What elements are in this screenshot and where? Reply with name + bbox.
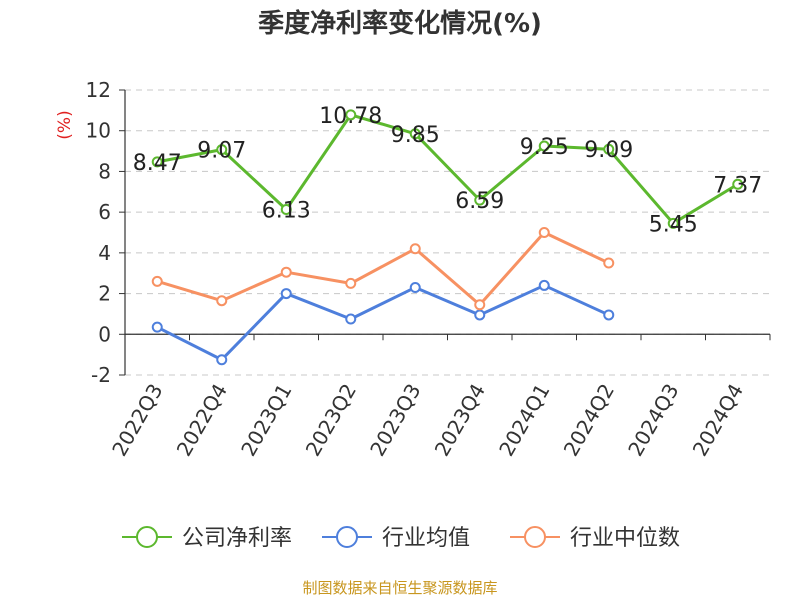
series-1 (151, 109, 744, 229)
data-label: 6.59 (455, 189, 504, 214)
x-tick-label: 2024Q4 (688, 380, 748, 461)
x-tick-label: 2024Q1 (494, 380, 554, 461)
chart-title: 季度净利率变化情况(%) (258, 8, 542, 39)
data-label: 5.45 (649, 212, 698, 237)
data-point (151, 275, 163, 287)
data-label: 7.37 (713, 173, 762, 198)
data-point (538, 140, 550, 152)
data-point (409, 128, 421, 140)
data-point (216, 354, 228, 366)
legend-label: 行业中位数 (570, 526, 680, 551)
y-tick-label: -2 (91, 363, 111, 387)
data-point (280, 266, 292, 278)
y-tick-label: 6 (98, 200, 111, 224)
series-lines (151, 109, 744, 366)
data-point (345, 277, 357, 289)
y-tick-label: 4 (98, 241, 111, 265)
data-point (474, 299, 486, 311)
data-point (538, 227, 550, 238)
data-point (151, 321, 163, 333)
y-tick-label: 0 (98, 322, 111, 346)
data-point (409, 243, 421, 255)
data-point (280, 203, 292, 215)
data-point (151, 156, 163, 168)
data-label: 10.78 (319, 104, 382, 129)
data-point (538, 279, 550, 291)
y-tick-label: 10 (86, 119, 111, 143)
data-point (345, 109, 357, 121)
data-point (345, 313, 357, 325)
legend-label: 行业均值 (382, 526, 470, 551)
series-line (156, 113, 739, 225)
x-tick-label: 2022Q3 (107, 380, 167, 461)
legend-label: 公司净利率 (182, 526, 292, 551)
series-line (156, 231, 610, 307)
y-tick-label: 2 (98, 282, 111, 306)
x-tick-label: 2024Q2 (559, 380, 619, 461)
source-note: 制图数据来自恒生聚源数据库 (302, 579, 497, 597)
x-tick-label: 2023Q2 (301, 380, 361, 461)
y-tick-label: 8 (98, 159, 111, 183)
y-tick-label: 12 (86, 78, 111, 102)
data-label: 9.25 (520, 135, 569, 160)
series-3 (151, 227, 615, 311)
x-tick-label: 2023Q3 (365, 380, 425, 461)
data-label: 8.47 (133, 151, 182, 176)
series-2 (151, 279, 615, 366)
data-label: 6.13 (262, 198, 311, 223)
legend-marker (336, 526, 358, 548)
x-tick-label: 2023Q4 (430, 380, 490, 461)
data-point (280, 288, 292, 300)
data-labels: 8.47 9.07 6.13 10.78 9.85 6.59 9.25 9.09 5.45 7.3… (133, 104, 762, 238)
data-label: 9.85 (391, 123, 440, 148)
data-point (732, 178, 744, 190)
legend: 公司净利率 行业均值 行业中位数 (122, 526, 680, 551)
data-point (409, 281, 421, 293)
legend-item: 行业均值 (322, 526, 470, 551)
legend-item: 公司净利率 (122, 526, 292, 551)
data-point (216, 144, 228, 156)
data-point (667, 217, 679, 229)
data-point (474, 309, 486, 321)
data-point (603, 309, 615, 321)
data-point (603, 143, 615, 155)
data-point (216, 295, 228, 307)
x-tick-label: 2024Q3 (623, 380, 683, 461)
x-tick-label: 2022Q4 (172, 380, 232, 461)
series-line (156, 283, 610, 362)
legend-marker (524, 526, 546, 548)
data-label: 9.09 (584, 138, 633, 163)
data-point (603, 257, 615, 269)
legend-marker (136, 526, 158, 548)
y-axis-unit: (%) (55, 110, 75, 139)
x-tick-label: 2023Q1 (236, 380, 296, 461)
data-point (474, 194, 486, 206)
data-label: 9.07 (197, 139, 246, 164)
legend-item: 行业中位数 (510, 526, 680, 551)
